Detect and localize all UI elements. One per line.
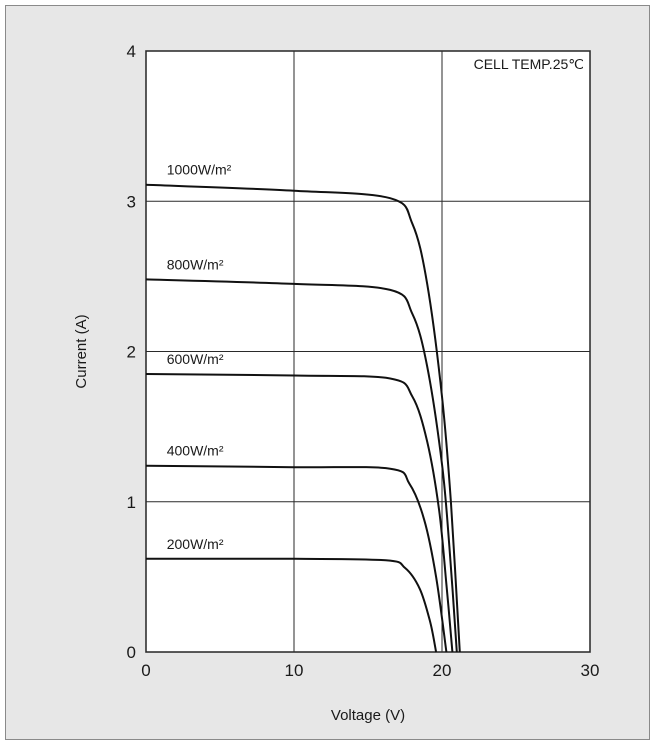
x-axis-label: Voltage (V) <box>331 707 405 724</box>
grid-lines <box>145 50 591 653</box>
series-label: 200W/m² <box>167 536 224 552</box>
x-tick-label: 20 <box>433 661 452 680</box>
series-curves <box>145 183 461 653</box>
series-label: 800W/m² <box>167 256 224 272</box>
x-tick-label: 10 <box>285 661 304 680</box>
y-tick-label: 4 <box>127 42 136 61</box>
series-label: 1000W/m² <box>167 162 232 178</box>
y-tick-label: 3 <box>127 192 136 211</box>
x-tick-labels: 0 10 20 30 <box>141 661 599 680</box>
x-tick-label: 0 <box>141 661 150 680</box>
x-tick-label: 30 <box>581 661 600 680</box>
y-tick-label: 0 <box>127 643 136 662</box>
y-axis-label: Current (A) <box>73 314 90 388</box>
series-line <box>145 373 454 653</box>
series-label: 600W/m² <box>167 351 224 367</box>
y-tick-labels: 0 1 2 3 4 <box>127 42 136 662</box>
series-labels: 1000W/m² 800W/m² 600W/m² 400W/m² 200W/m² <box>167 162 232 552</box>
series-line <box>145 183 461 653</box>
series-line <box>145 557 438 653</box>
y-tick-label: 1 <box>127 493 136 512</box>
cell-temp-annotation: CELL TEMP.25℃ <box>474 56 584 72</box>
series-line <box>145 464 448 653</box>
y-tick-label: 2 <box>127 343 136 362</box>
series-label: 400W/m² <box>167 443 224 459</box>
series-line <box>145 278 458 653</box>
